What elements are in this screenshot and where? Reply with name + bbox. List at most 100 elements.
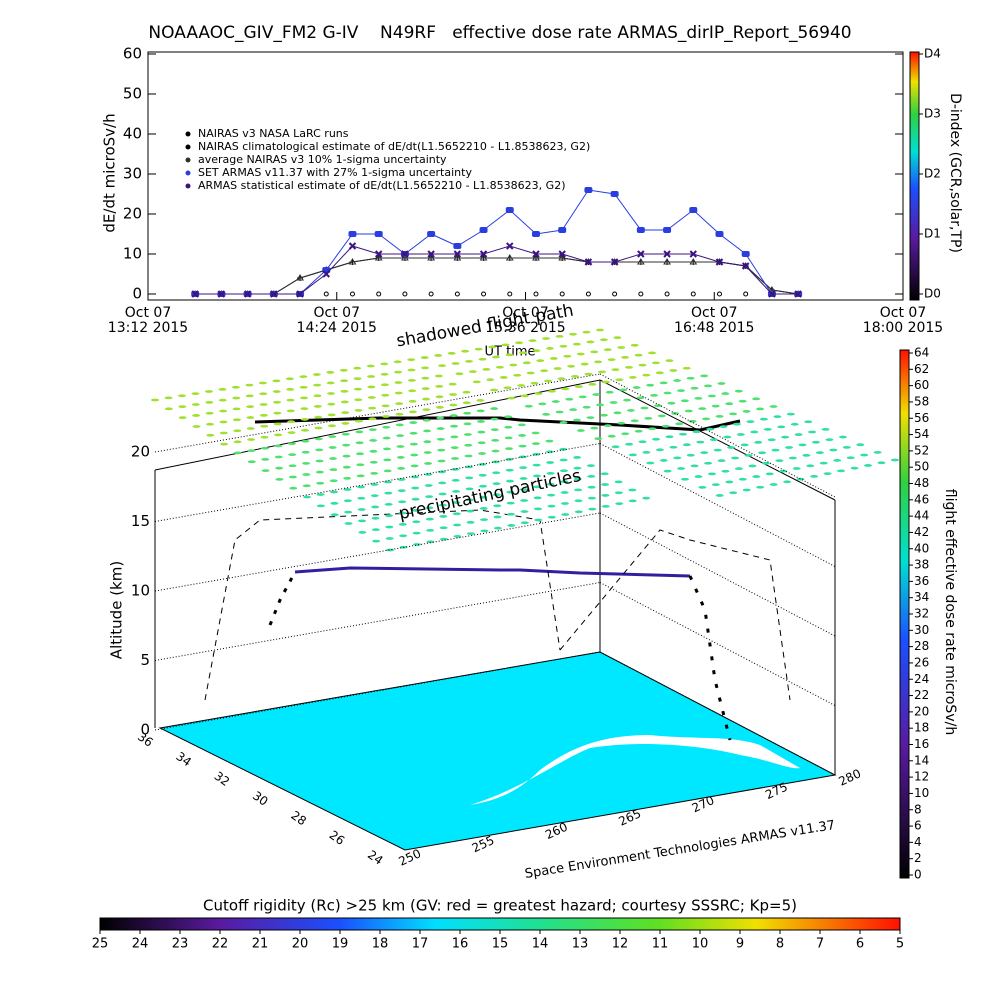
legend-symbol xyxy=(185,157,191,163)
particle xyxy=(286,398,295,402)
particle xyxy=(576,429,585,432)
particle xyxy=(601,380,610,384)
colorbar-tick-label: D4 xyxy=(924,47,941,61)
colorbar-tick-label: 60 xyxy=(914,378,929,392)
particle xyxy=(366,364,375,368)
particle xyxy=(342,465,351,469)
particle xyxy=(715,414,724,418)
colorbar xyxy=(899,349,910,879)
colorbar-tick-label: 15 xyxy=(492,937,509,952)
particle xyxy=(435,384,444,388)
particle xyxy=(478,473,487,477)
particle xyxy=(353,377,362,381)
colorbar-tick-label: 56 xyxy=(914,411,929,425)
particle xyxy=(769,405,778,408)
particle xyxy=(651,361,660,365)
particle xyxy=(686,376,695,380)
particle xyxy=(777,425,786,429)
particle xyxy=(526,371,535,375)
z-tick-label: 0 xyxy=(140,721,150,739)
particle xyxy=(580,362,589,366)
particle xyxy=(519,488,528,491)
particle xyxy=(437,459,446,463)
particle xyxy=(545,439,554,443)
particle xyxy=(289,486,298,490)
particle xyxy=(434,354,443,357)
particle xyxy=(856,443,865,447)
particle xyxy=(288,475,297,479)
lon-tick-label: 250 xyxy=(396,846,423,868)
particle xyxy=(476,399,485,402)
particle xyxy=(614,491,623,495)
particle xyxy=(372,539,381,543)
particle xyxy=(219,431,228,435)
particle xyxy=(273,400,282,404)
shadow-path xyxy=(254,416,741,432)
marker xyxy=(636,258,645,265)
particle xyxy=(542,337,551,340)
particle xyxy=(344,522,353,525)
particle xyxy=(675,422,684,426)
marker xyxy=(479,254,488,261)
particle xyxy=(314,415,323,419)
particle xyxy=(560,502,569,505)
colorbar-tick-label: 58 xyxy=(914,394,929,408)
particle xyxy=(371,516,380,520)
particle xyxy=(601,504,610,508)
colorbar-tick-label: 14 xyxy=(914,753,929,767)
particle xyxy=(626,409,635,412)
grid-line xyxy=(599,373,836,498)
particle xyxy=(684,409,693,413)
colorbar-tick-label: 0 xyxy=(914,868,922,882)
particle xyxy=(220,442,229,446)
marker xyxy=(533,291,539,297)
particle xyxy=(355,452,364,456)
particle xyxy=(690,386,699,390)
particle xyxy=(261,469,270,472)
colorbar-tick-label: 9 xyxy=(736,937,744,952)
particle xyxy=(368,428,377,431)
ground-track xyxy=(204,509,561,701)
particle xyxy=(657,414,666,418)
particle xyxy=(573,466,582,470)
particle xyxy=(313,383,322,387)
particle xyxy=(555,410,564,414)
particle xyxy=(860,453,869,457)
particle xyxy=(686,453,695,457)
particle xyxy=(411,497,420,501)
particle xyxy=(594,437,603,441)
particle xyxy=(532,463,541,467)
particle xyxy=(343,488,352,491)
particle xyxy=(600,472,609,476)
particle xyxy=(646,383,655,387)
particle xyxy=(477,420,486,423)
particle xyxy=(382,447,391,451)
particle xyxy=(412,543,421,546)
particle xyxy=(370,471,379,475)
z-axis-label: Altitude (km) xyxy=(108,561,126,659)
particle xyxy=(177,394,186,398)
particle xyxy=(340,400,349,404)
particle xyxy=(314,437,323,441)
particle xyxy=(752,397,761,401)
particle xyxy=(382,425,391,429)
particle xyxy=(754,440,763,444)
particle xyxy=(713,448,722,452)
particle xyxy=(259,392,268,396)
particle xyxy=(504,447,513,450)
particle xyxy=(491,355,500,359)
marker xyxy=(427,254,436,261)
particle xyxy=(260,424,269,428)
particle xyxy=(528,339,537,343)
particle xyxy=(698,407,707,410)
particle xyxy=(274,444,283,448)
colorbar-tick-label: 48 xyxy=(914,476,929,490)
particle xyxy=(368,417,377,421)
particle xyxy=(700,374,709,378)
particle xyxy=(545,347,554,350)
particle xyxy=(393,360,402,364)
colorbar-tick-label: 22 xyxy=(212,937,229,952)
particle xyxy=(680,477,689,481)
particle xyxy=(395,402,404,406)
particle xyxy=(178,416,187,420)
